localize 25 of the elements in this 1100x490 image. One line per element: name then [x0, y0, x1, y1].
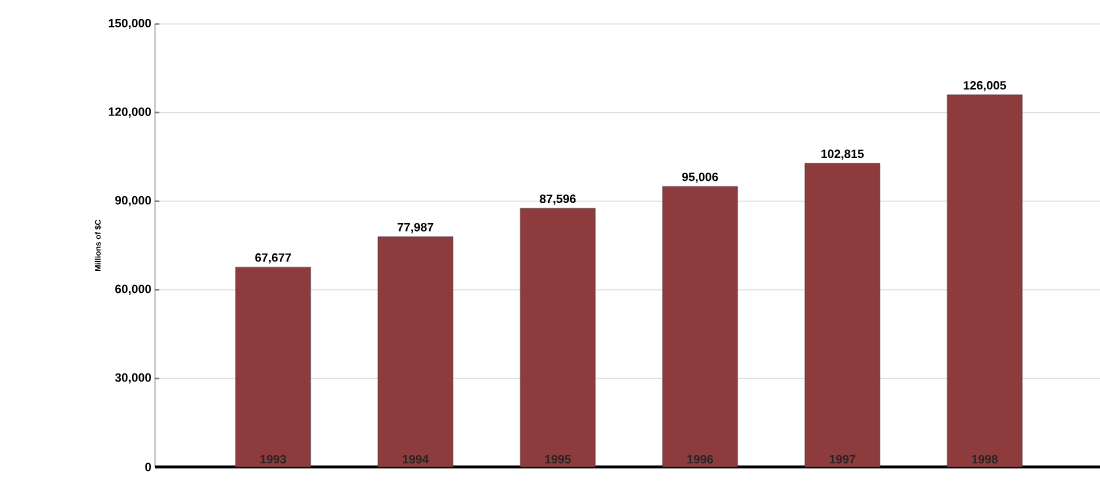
x-tick-label: 1994 [402, 454, 429, 464]
x-tick-label: 1996 [687, 454, 713, 464]
bar [520, 208, 596, 468]
y-tick-label: 90,000 [115, 196, 151, 207]
bar [377, 236, 454, 468]
x-tick-label: 1998 [972, 454, 998, 464]
bar [804, 163, 881, 468]
data-label: 67,677 [255, 253, 291, 264]
x-tick-label: 1993 [260, 454, 287, 464]
y-axis-title: Millions of $C [94, 219, 102, 271]
data-label: 87,596 [539, 194, 576, 205]
y-tick-label: 30,000 [115, 373, 151, 384]
x-tick-label: 1995 [545, 454, 571, 464]
data-label: 77,987 [397, 222, 434, 234]
data-label: 95,006 [682, 172, 718, 183]
y-tick-label: 120,000 [108, 107, 151, 118]
data-label: 126,005 [963, 81, 1007, 92]
bar [235, 266, 311, 468]
y-tick-label: 0 [145, 462, 151, 472]
bar [662, 186, 738, 468]
data-label: 102,815 [821, 149, 864, 160]
x-tick-label: 1997 [829, 454, 856, 464]
y-tick-label: 150,000 [108, 18, 151, 30]
y-tick-label: 60,000 [115, 284, 151, 295]
bar [947, 94, 1023, 468]
